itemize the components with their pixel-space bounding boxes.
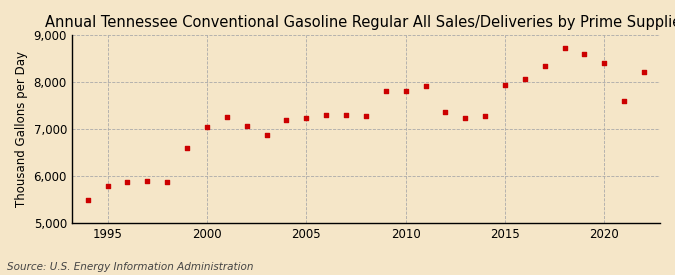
Point (639, 70, 649, 74)
Point (182, 146, 192, 150)
Point (559, 45, 570, 50)
Point (599, 61, 610, 66)
Point (381, 89, 392, 93)
Point (221, 115, 232, 119)
Y-axis label: Thousand Gallons per Day: Thousand Gallons per Day (15, 51, 28, 207)
Point (619, 99, 630, 103)
Point (520, 77, 531, 81)
Point (440, 109, 451, 114)
Point (162, 180, 173, 184)
Text: Source: U.S. Energy Information Administration: Source: U.S. Energy Information Administ… (7, 262, 253, 272)
Point (321, 113, 331, 117)
Point (360, 113, 371, 118)
Point (82, 198, 93, 203)
Point (400, 89, 411, 93)
Point (241, 124, 252, 128)
Point (202, 125, 213, 129)
Point (341, 113, 352, 117)
Title: Annual Tennessee Conventional Gasoline Regular All Sales/Deliveries by Prime Sup: Annual Tennessee Conventional Gasoline R… (45, 15, 675, 30)
Point (281, 118, 292, 122)
Point (122, 180, 133, 184)
Point (579, 52, 590, 56)
Point (301, 116, 312, 120)
Point (460, 116, 470, 120)
Point (500, 83, 510, 87)
Point (480, 114, 491, 118)
Point (102, 184, 113, 189)
Point (420, 84, 431, 88)
Point (142, 178, 153, 183)
Point (261, 133, 272, 137)
Point (539, 64, 550, 68)
Point (62, 221, 73, 225)
